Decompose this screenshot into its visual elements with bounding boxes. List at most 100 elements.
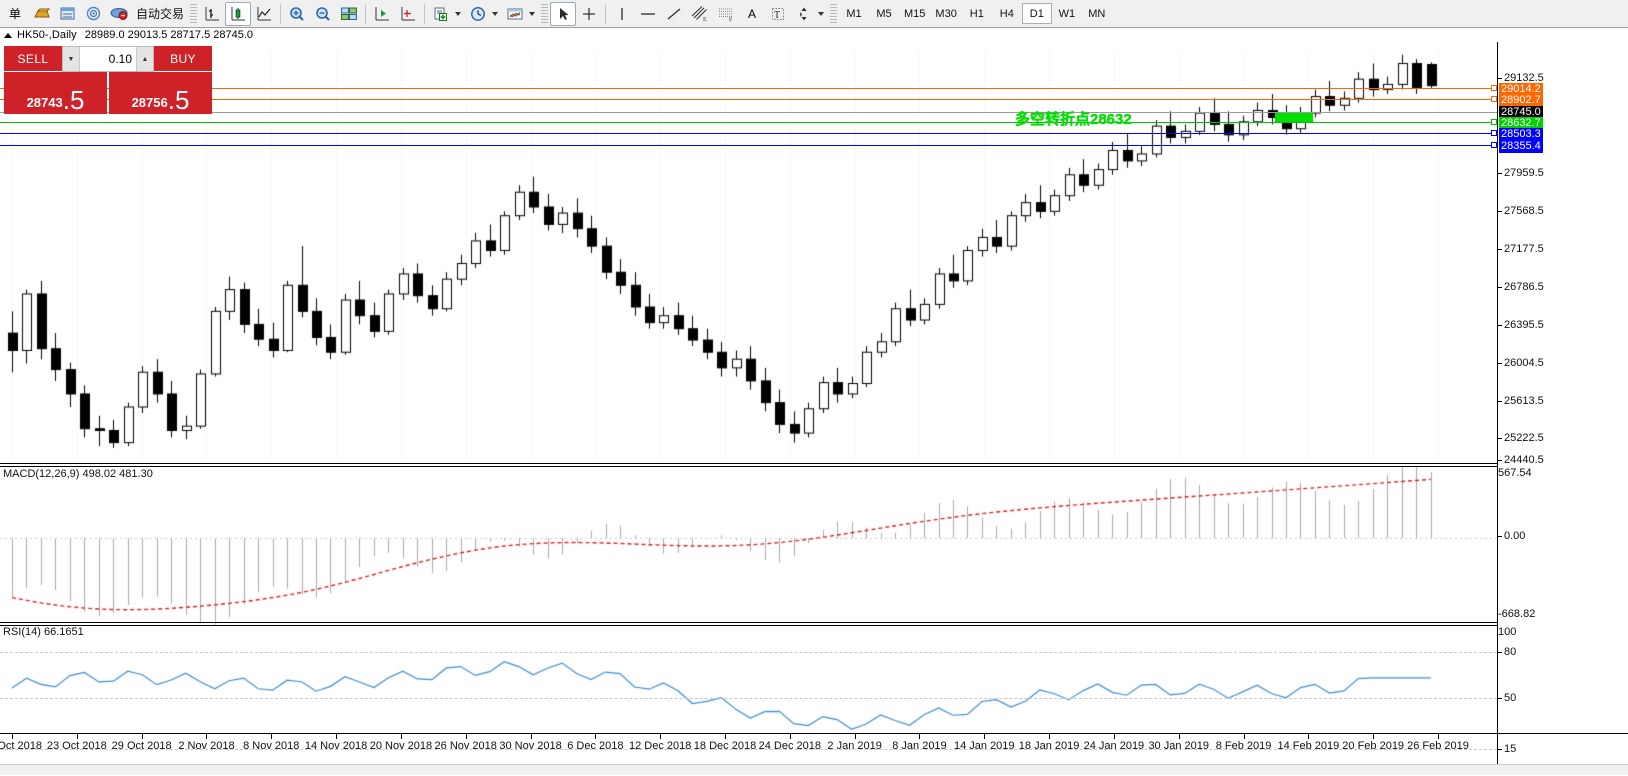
chart-shift-icon[interactable] bbox=[369, 2, 395, 26]
svg-text:E: E bbox=[703, 17, 707, 22]
volume-input[interactable]: 0.10 bbox=[80, 47, 136, 71]
sell-price[interactable]: 28743 .5 bbox=[4, 72, 107, 114]
time-tick bbox=[142, 733, 143, 739]
fibonacci-retracement-icon[interactable]: F bbox=[713, 2, 739, 26]
toolbar-grip-1[interactable] bbox=[190, 4, 197, 24]
chart-symbol-label: HK50-,Daily bbox=[17, 29, 77, 41]
tick-label: 25613.5 bbox=[1504, 395, 1544, 407]
candlestick-chart-icon[interactable] bbox=[225, 2, 251, 26]
toolbar-separator-4 bbox=[605, 4, 606, 24]
buy-price-integer: 28756 bbox=[132, 96, 168, 111]
equidistant-channel-icon[interactable]: E bbox=[687, 2, 713, 26]
timeframe-m15[interactable]: M15 bbox=[899, 3, 930, 24]
auto-scroll-icon[interactable] bbox=[395, 2, 421, 26]
signal-icon[interactable] bbox=[80, 2, 106, 26]
cursor-arrow-icon[interactable] bbox=[550, 2, 576, 26]
zoom-in-icon[interactable] bbox=[284, 2, 310, 26]
time-tick bbox=[1179, 733, 1180, 739]
line-chart-svg bbox=[255, 6, 273, 22]
tick-dash bbox=[1498, 363, 1502, 364]
time-tick bbox=[595, 733, 596, 739]
zoom-out-icon[interactable] bbox=[310, 2, 336, 26]
indicators-dropdown-caret[interactable] bbox=[455, 12, 461, 16]
timeframe-w1[interactable]: W1 bbox=[1052, 3, 1082, 24]
gold-bar-icon[interactable] bbox=[28, 2, 54, 26]
time-tick-label: 20 Feb 2019 bbox=[1342, 740, 1404, 752]
level-line-28503[interactable] bbox=[0, 133, 1497, 134]
tick-label: 80 bbox=[1504, 646, 1516, 658]
period-clock-icon[interactable] bbox=[465, 2, 491, 26]
period-dropdown-caret[interactable] bbox=[492, 12, 498, 16]
price-tick-25613: 25613.5 bbox=[1498, 395, 1544, 407]
toolbar-grip-2[interactable] bbox=[541, 4, 548, 24]
templates-icon[interactable] bbox=[502, 2, 528, 26]
tick-dash bbox=[1498, 401, 1502, 402]
vertical-line-icon[interactable] bbox=[609, 2, 635, 26]
main-toolbar: 单 自动交易 bbox=[0, 0, 1628, 28]
new-order-icon[interactable]: 单 bbox=[2, 2, 28, 26]
timeframe-d1[interactable]: D1 bbox=[1022, 3, 1052, 24]
sell-button[interactable]: SELL bbox=[4, 46, 62, 72]
time-tick bbox=[401, 733, 402, 739]
expert-advisor-icon[interactable] bbox=[106, 2, 132, 26]
tile-windows-icon[interactable] bbox=[336, 2, 362, 26]
timeframe-h4[interactable]: H4 bbox=[992, 3, 1022, 24]
buy-button[interactable]: BUY bbox=[154, 46, 212, 72]
time-tick bbox=[984, 733, 985, 739]
horizontal-line-icon[interactable] bbox=[635, 2, 661, 26]
one-click-trading-panel[interactable]: SELL ▼ 0.10 ▲ BUY 28743 .5 28756 .5 bbox=[4, 46, 212, 114]
line-chart-icon[interactable] bbox=[251, 2, 277, 26]
green-zone-rectangle[interactable] bbox=[1275, 113, 1313, 122]
toolbar-grip-3[interactable] bbox=[830, 4, 837, 24]
level-line-29014[interactable] bbox=[0, 88, 1497, 89]
level-line-28902[interactable] bbox=[0, 99, 1497, 100]
crosshair-icon[interactable] bbox=[576, 2, 602, 26]
level-line-28355[interactable] bbox=[0, 145, 1497, 146]
turning-point-annotation[interactable]: 多空转折点28632 bbox=[1015, 108, 1132, 129]
candlestick-svg bbox=[229, 6, 247, 22]
macd-pane-separator bbox=[0, 463, 1497, 467]
time-tick-label: 14 Nov 2018 bbox=[305, 740, 367, 752]
buy-price[interactable]: 28756 .5 bbox=[109, 72, 212, 114]
chart-area[interactable]: SELL ▼ 0.10 ▲ BUY 28743 .5 28756 .5 bbox=[0, 42, 1628, 775]
chart-canvas[interactable] bbox=[0, 42, 1497, 775]
level-line-28632-pivot[interactable] bbox=[0, 122, 1497, 123]
text-label-icon[interactable]: T bbox=[765, 2, 791, 26]
templates-dropdown-caret[interactable] bbox=[529, 12, 535, 16]
buy-price-fraction: .5 bbox=[168, 89, 190, 111]
timeframe-m5[interactable]: M5 bbox=[869, 3, 899, 24]
timeframe-m30[interactable]: M30 bbox=[930, 3, 961, 24]
signal-svg bbox=[85, 6, 102, 21]
trendline-icon[interactable] bbox=[661, 2, 687, 26]
arrows-dropdown-caret[interactable] bbox=[818, 12, 824, 16]
bar-chart-icon[interactable] bbox=[199, 2, 225, 26]
volume-stepper[interactable]: ▼ 0.10 ▲ bbox=[62, 46, 154, 72]
data-window-svg bbox=[59, 6, 76, 21]
volume-down-arrow-icon: ▼ bbox=[68, 56, 75, 63]
tick-label: 100 bbox=[1498, 626, 1516, 638]
indicators-icon[interactable] bbox=[428, 2, 454, 26]
chart-header: HK50-,Daily 28989.0 29013.5 28717.5 2874… bbox=[0, 28, 1628, 42]
price-scale[interactable]: 29132.5 29014.2 28902.7 28745.0 28632.7 … bbox=[1497, 42, 1628, 775]
time-tick bbox=[919, 733, 920, 739]
timeframe-h1[interactable]: H1 bbox=[962, 3, 992, 24]
timeframe-m1[interactable]: M1 bbox=[839, 3, 869, 24]
text-icon[interactable]: A bbox=[739, 2, 765, 26]
toolbar-separator-1 bbox=[280, 4, 281, 24]
period-clock-svg bbox=[469, 6, 487, 22]
time-tick-label: 29 Oct 2018 bbox=[112, 740, 172, 752]
volume-decrease-button[interactable]: ▼ bbox=[63, 47, 80, 71]
tick-label: -668.82 bbox=[1498, 608, 1535, 620]
time-tick-label: 14 Jan 2019 bbox=[954, 740, 1015, 752]
timeframe-mn[interactable]: MN bbox=[1082, 3, 1112, 24]
volume-increase-button[interactable]: ▲ bbox=[136, 47, 153, 71]
arrows-icon[interactable] bbox=[791, 2, 817, 26]
autotrading-label[interactable]: 自动交易 bbox=[132, 5, 188, 22]
macd-label: MACD(12,26,9) 498.02 481.30 bbox=[3, 468, 153, 480]
rsi-tick-80: 80 bbox=[1498, 646, 1516, 658]
data-window-icon[interactable] bbox=[54, 2, 80, 26]
price-tick-25222: 25222.5 bbox=[1498, 432, 1544, 444]
collapse-triangle-icon[interactable] bbox=[4, 33, 12, 38]
price-plot[interactable] bbox=[0, 42, 1497, 775]
